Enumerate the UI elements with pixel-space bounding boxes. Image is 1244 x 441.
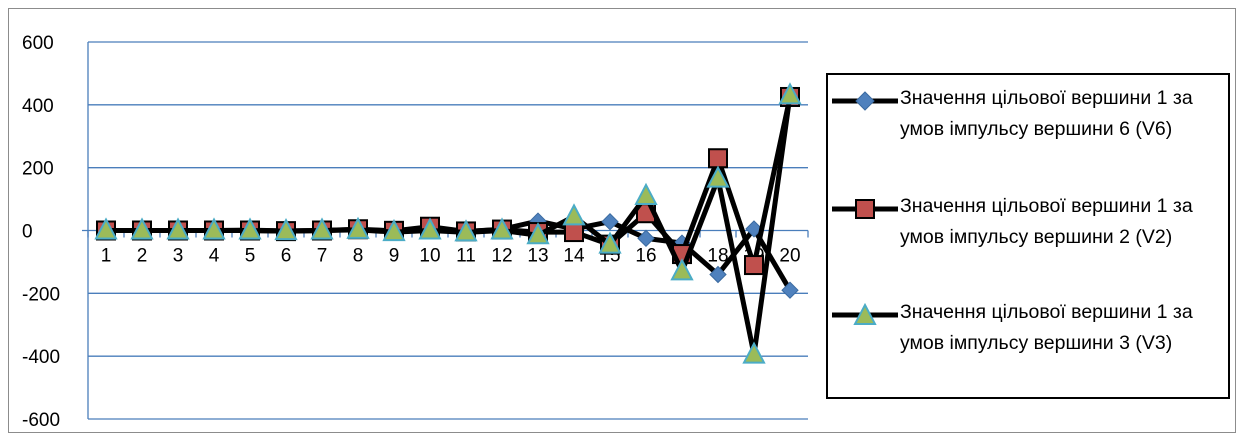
- x-tick-label: 1: [101, 246, 112, 267]
- x-tick-label: 20: [779, 246, 800, 267]
- data-point: [670, 258, 694, 281]
- x-tick-label: 7: [317, 246, 328, 267]
- data-point: [601, 212, 619, 231]
- data-point: [418, 217, 442, 240]
- data-point: [94, 217, 118, 240]
- data-point: [490, 217, 514, 240]
- triangle-marker-icon: [832, 303, 898, 325]
- x-tick-label: 8: [353, 246, 364, 267]
- data-point: [346, 216, 370, 239]
- data-point: [745, 220, 763, 238]
- x-tick-label: 16: [635, 246, 656, 267]
- x-tick-label: 18: [707, 246, 728, 267]
- data-point: [382, 218, 406, 242]
- y-tick-label: 0: [22, 222, 33, 243]
- y-tick-label: -400: [22, 347, 60, 368]
- diamond-marker-icon: [832, 91, 898, 111]
- data-point: [706, 165, 730, 188]
- legend: Значення цільової вершини 1 за умов імпу…: [826, 73, 1230, 399]
- data-point: [274, 217, 298, 241]
- x-axis-tick-labels: 1234567891011121314151617181920: [101, 246, 801, 267]
- x-tick-label: 2: [137, 246, 148, 267]
- x-tick-label: 13: [527, 246, 548, 267]
- data-point: [202, 217, 226, 240]
- data-point: [310, 217, 334, 240]
- data-point: [454, 219, 478, 242]
- data-point: [742, 341, 766, 364]
- data-point: [708, 148, 728, 169]
- y-tick-label: 200: [22, 159, 54, 180]
- data-point: [526, 222, 550, 245]
- legend-label: Значення цільової вершини 1 за умов імпу…: [900, 87, 1193, 140]
- data-point: [637, 229, 655, 248]
- square-marker-icon: [832, 199, 898, 219]
- y-tick-label: 600: [22, 33, 54, 54]
- y-tick-label: -200: [22, 284, 60, 305]
- y-tick-label: 400: [22, 96, 54, 117]
- x-tick-label: 12: [491, 246, 512, 267]
- legend-label: Значення цільової вершини 1 за умов імпу…: [900, 195, 1193, 248]
- x-tick-label: 5: [245, 246, 256, 267]
- x-tick-label: 11: [456, 246, 476, 267]
- data-point: [778, 82, 802, 105]
- data-point: [562, 203, 586, 226]
- x-tick-label: 3: [173, 246, 184, 267]
- y-axis-tick-labels: 600 400 200 0 -200 -400 -600: [22, 33, 60, 431]
- x-tick-label: 10: [419, 246, 440, 267]
- data-point: [564, 222, 584, 243]
- x-tick-label: 6: [281, 246, 292, 267]
- legend-label: Значення цільової вершини 1 за умов імпу…: [900, 301, 1193, 354]
- x-tick-label: 14: [563, 246, 585, 267]
- data-point: [709, 265, 727, 284]
- series-lines: [94, 82, 802, 364]
- series-3: [94, 82, 802, 364]
- y-tick-label: -600: [22, 410, 60, 431]
- data-point: [634, 182, 658, 205]
- data-point: [166, 217, 190, 240]
- x-tick-label: 9: [389, 246, 400, 267]
- data-point: [238, 217, 262, 240]
- data-point: [781, 281, 799, 299]
- gridlines: [88, 41, 808, 420]
- data-point: [130, 217, 154, 240]
- x-tick-label: 4: [209, 246, 220, 267]
- data-point: [598, 231, 622, 254]
- data-point: [744, 255, 764, 276]
